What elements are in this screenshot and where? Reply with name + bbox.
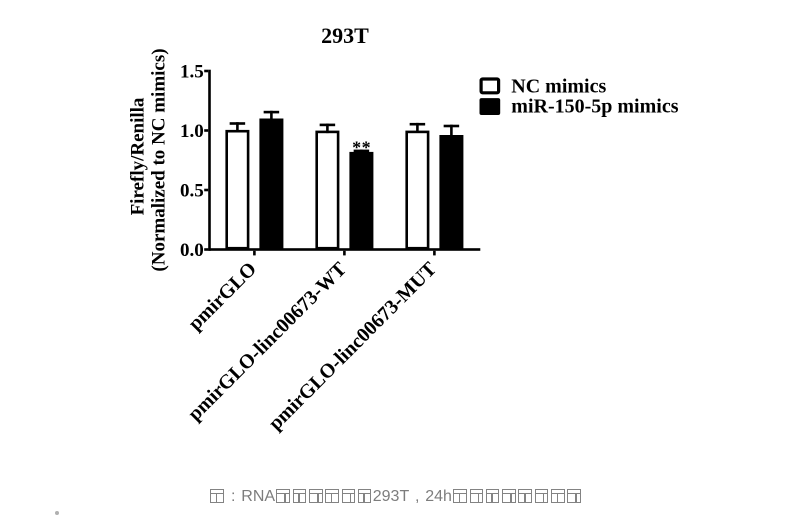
svg-text:**: ** xyxy=(352,137,371,157)
svg-text:miR-150-5p mimics: miR-150-5p mimics xyxy=(511,96,678,118)
svg-text:(Normalized to NC mimics): (Normalized to NC mimics) xyxy=(149,48,170,271)
svg-text:293T: 293T xyxy=(321,23,369,48)
svg-text:0.5: 0.5 xyxy=(180,181,204,202)
svg-text:pmirGLO-linc00673-WT: pmirGLO-linc00673-WT xyxy=(184,258,352,426)
svg-text:pmirGLO-linc00673-MUT: pmirGLO-linc00673-MUT xyxy=(264,258,441,435)
svg-text:Firefly/Renilla: Firefly/Renilla xyxy=(128,97,149,215)
svg-text:pmirGLO: pmirGLO xyxy=(184,258,261,335)
svg-text:1.0: 1.0 xyxy=(180,121,204,142)
svg-text:NC mimics: NC mimics xyxy=(511,76,606,98)
svg-text:0.0: 0.0 xyxy=(180,240,204,261)
svg-text:1.5: 1.5 xyxy=(180,62,204,83)
